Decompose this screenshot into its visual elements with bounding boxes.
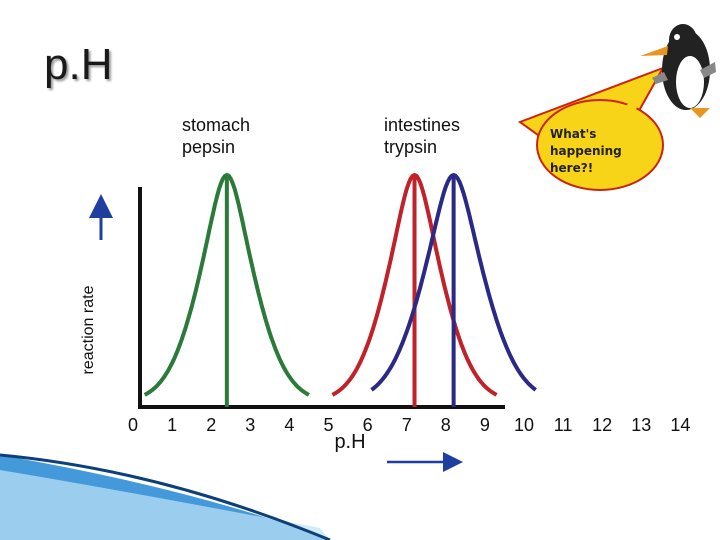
callout-line-1: What's <box>550 127 596 141</box>
x-axis-label: p.H <box>334 431 366 453</box>
x-tick-label: 10 <box>514 415 534 435</box>
x-tick-label: 7 <box>402 415 412 435</box>
x-tick-label: 0 <box>128 415 138 435</box>
decorative-wedge <box>0 453 331 540</box>
x-tick-label: 1 <box>167 415 177 435</box>
callout-line-2: happening <box>550 144 622 158</box>
series-group <box>143 172 537 407</box>
x-tick-label: 13 <box>631 415 651 435</box>
callout-line-3: here?! <box>550 161 593 175</box>
wrench-icon <box>652 72 668 84</box>
penguin-mascot <box>517 24 716 191</box>
x-tick-label: 11 <box>554 415 573 435</box>
x-tick-labels: 0 1 2 3 4 5 6 7 8 9 10 11 12 13 14 <box>128 415 690 435</box>
x-tick-label: 8 <box>441 415 451 435</box>
x-tick-label: 12 <box>592 415 612 435</box>
x-tick-label: 4 <box>284 415 294 435</box>
x-tick-label: 9 <box>480 415 490 435</box>
stomach-label: stomach <box>182 115 251 135</box>
page-title: p.H <box>44 40 113 89</box>
x-tick-label: 3 <box>245 415 255 435</box>
x-tick-label: 5 <box>323 415 333 435</box>
x-tick-label: 2 <box>206 415 216 435</box>
trypsin-label: trypsin <box>384 137 438 157</box>
x-tick-label: 6 <box>363 415 373 435</box>
pepsin-label: pepsin <box>182 137 236 157</box>
x-tick-label: 14 <box>670 415 690 435</box>
stomach-annotation: stomach pepsin <box>182 114 250 158</box>
intestines-label: intestines <box>384 115 461 135</box>
speech-bubble <box>536 99 664 191</box>
intestines-annotation: intestines trypsin <box>384 114 460 158</box>
